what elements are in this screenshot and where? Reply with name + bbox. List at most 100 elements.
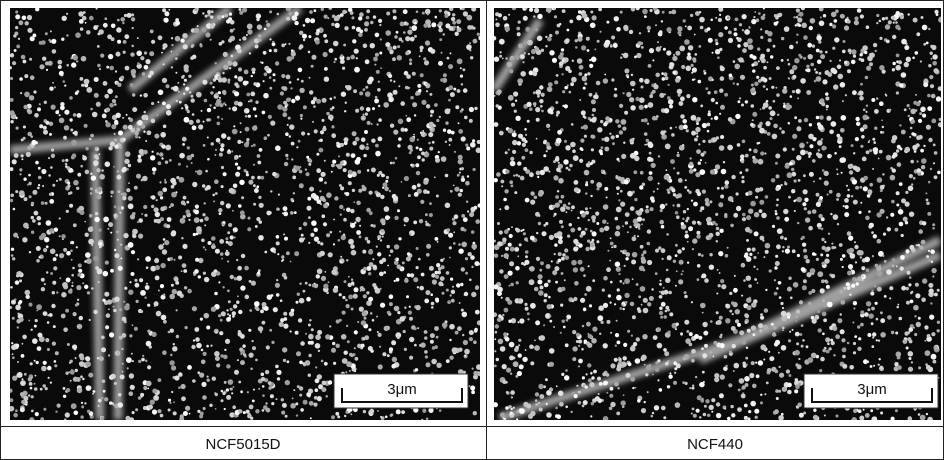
- particle: [414, 192, 419, 197]
- particle: [929, 288, 934, 293]
- particle: [434, 103, 438, 107]
- particle: [503, 418, 505, 420]
- particle: [24, 92, 30, 98]
- particle: [424, 350, 428, 354]
- particle: [144, 214, 147, 217]
- particle: [276, 279, 278, 281]
- particle: [851, 49, 856, 54]
- particle: [739, 330, 744, 335]
- particle: [548, 280, 551, 283]
- particle: [679, 46, 685, 52]
- particle: [720, 135, 724, 139]
- particle: [562, 90, 565, 93]
- particle: [719, 393, 724, 398]
- particle: [647, 123, 649, 125]
- particle: [469, 42, 471, 44]
- particle: [75, 32, 81, 38]
- particle: [172, 289, 177, 294]
- particle: [522, 61, 524, 63]
- particle: [599, 333, 601, 335]
- particle: [404, 176, 409, 181]
- particle: [372, 283, 376, 287]
- particle: [61, 292, 66, 297]
- particle: [669, 312, 673, 316]
- particle: [189, 120, 194, 125]
- particle: [792, 134, 797, 139]
- particle: [458, 249, 463, 254]
- particle: [763, 85, 766, 88]
- particle: [640, 286, 646, 292]
- particle: [47, 321, 50, 324]
- particle: [503, 16, 508, 21]
- particle: [294, 251, 299, 256]
- particle: [682, 270, 684, 272]
- particle: [254, 301, 260, 307]
- particle: [205, 170, 208, 173]
- particle: [272, 41, 274, 43]
- particle: [309, 401, 314, 406]
- particle: [366, 107, 371, 112]
- particle: [85, 22, 87, 24]
- particle: [73, 223, 77, 227]
- particle: [753, 156, 755, 158]
- particle: [333, 243, 335, 245]
- particle: [53, 257, 57, 261]
- particle: [450, 278, 453, 281]
- particle: [414, 327, 417, 330]
- particle: [355, 109, 359, 113]
- particle: [154, 219, 158, 223]
- particle: [928, 283, 933, 288]
- particle: [363, 410, 366, 413]
- particle: [416, 266, 419, 269]
- particle: [600, 120, 603, 123]
- particle: [313, 195, 319, 201]
- particle: [842, 348, 847, 353]
- particle: [404, 307, 406, 309]
- particle: [699, 416, 701, 418]
- particle: [796, 41, 798, 43]
- particle: [556, 168, 561, 173]
- particle: [252, 125, 257, 130]
- particle: [644, 250, 646, 252]
- particle: [525, 27, 530, 32]
- particle: [162, 350, 167, 355]
- particle: [781, 316, 787, 322]
- particle: [638, 227, 640, 229]
- particle: [621, 119, 627, 125]
- particle: [65, 163, 68, 166]
- particle: [395, 157, 398, 160]
- particle: [239, 39, 241, 41]
- particle: [70, 360, 73, 363]
- particle: [731, 326, 736, 331]
- particle: [752, 87, 756, 91]
- particle: [853, 55, 856, 58]
- particle: [810, 144, 814, 148]
- particle: [445, 23, 450, 28]
- particle: [447, 300, 451, 304]
- particle: [514, 247, 519, 252]
- particle: [316, 153, 319, 156]
- particle: [54, 86, 56, 88]
- particle: [776, 216, 780, 220]
- particle: [62, 159, 65, 162]
- particle: [632, 278, 634, 280]
- particle: [113, 309, 116, 312]
- particle: [544, 283, 548, 287]
- particle: [914, 315, 916, 317]
- particle: [636, 53, 641, 58]
- particle: [198, 231, 202, 235]
- particle: [313, 98, 317, 102]
- particle: [433, 124, 436, 127]
- particle: [473, 340, 477, 344]
- particle: [230, 235, 234, 239]
- particle: [763, 102, 769, 108]
- particle: [129, 118, 133, 122]
- particle: [138, 360, 141, 363]
- particle: [584, 135, 587, 138]
- particle: [689, 157, 691, 159]
- particle: [80, 415, 83, 418]
- particle: [496, 358, 499, 361]
- particle: [146, 266, 149, 269]
- particle: [752, 56, 756, 60]
- particle: [592, 279, 595, 282]
